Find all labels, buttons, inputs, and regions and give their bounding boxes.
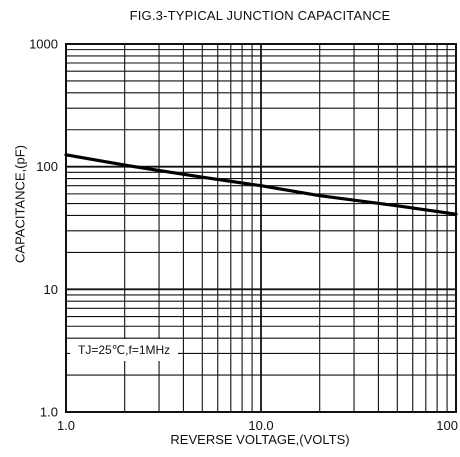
y-tick-label: 10 — [44, 282, 58, 297]
plot-frame — [65, 43, 457, 413]
y-tick-label: 100 — [36, 159, 58, 174]
y-tick-label: 1000 — [29, 37, 58, 52]
x-axis-label: REVERSE VOLTAGE,(VOLTS) — [170, 432, 350, 447]
series-layer — [64, 153, 458, 216]
annotation-conditions: TJ=25℃,f=1MHz — [70, 339, 179, 361]
x-tick-label: 1.0 — [57, 418, 75, 433]
y-tick-label: 1.0 — [40, 405, 58, 420]
chart-title: FIG.3-TYPICAL JUNCTION CAPACITANCE — [129, 8, 391, 23]
series-line-capacitance — [64, 153, 458, 216]
x-tick-label: 10.0 — [248, 418, 273, 433]
x-tick-label: 100 — [436, 418, 458, 433]
tick-labels: 1.0 10 100 1000 1.0 10.0 100 — [29, 37, 458, 434]
